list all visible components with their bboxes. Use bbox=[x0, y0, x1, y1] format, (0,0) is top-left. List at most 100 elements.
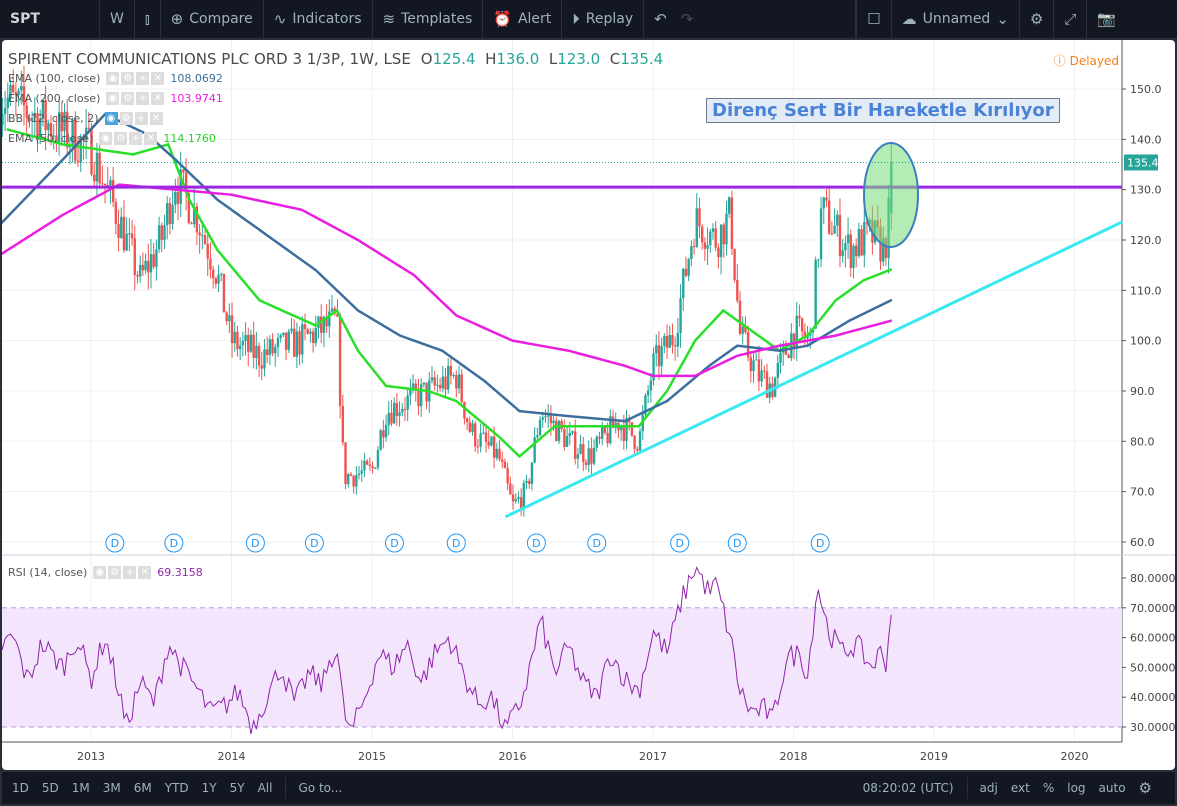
range-all[interactable]: All bbox=[257, 781, 273, 795]
candle-body bbox=[433, 377, 436, 386]
templates-button[interactable]: ≋ Templates bbox=[373, 0, 484, 38]
candle-body bbox=[509, 483, 512, 495]
annotation-text[interactable]: Direnç Sert Bir Hareketle Kırılıyor bbox=[706, 98, 1060, 123]
candle-body bbox=[111, 180, 115, 203]
alert-button[interactable]: ⏰ Alert bbox=[483, 0, 563, 38]
candle-body bbox=[6, 97, 9, 108]
compare-button[interactable]: ⊕ Compare bbox=[161, 0, 264, 38]
percent-toggle[interactable]: % bbox=[1042, 781, 1055, 795]
delayed-badge[interactable]: ⓘ Delayed bbox=[1053, 54, 1119, 68]
candle-body bbox=[517, 497, 520, 499]
indicator-buttons[interactable]: ◉ ⚙ + ✕ bbox=[104, 111, 163, 125]
candle-body bbox=[136, 274, 139, 277]
candle-body bbox=[211, 269, 215, 279]
candle-body bbox=[546, 415, 550, 417]
candle-body bbox=[538, 419, 542, 436]
range-ytd[interactable]: YTD bbox=[164, 781, 189, 795]
indicator-buttons[interactable]: ◉ ⚙ + ✕ bbox=[93, 566, 152, 579]
candle-body bbox=[576, 454, 580, 459]
price-tick-label: 100.0 bbox=[1130, 335, 1162, 348]
fullscreen-button[interactable]: ⤢ bbox=[1054, 0, 1088, 38]
candle-body bbox=[625, 418, 628, 441]
indicator-ema50[interactable]: EMA (50, close) ◉ ⚙ + ✕ 114.1760 bbox=[8, 131, 216, 145]
gear-icon[interactable]: ⚙ bbox=[1138, 779, 1152, 797]
indicators-button[interactable]: ∿ Indicators bbox=[264, 0, 373, 38]
candle-body bbox=[673, 345, 677, 347]
dividend-label: D bbox=[310, 537, 318, 550]
chart-canvas[interactable]: 150.0 140.0 130.0 120.0 110.0 100.0 90.0 80.0 70… bbox=[2, 40, 1175, 770]
indicator-ema100[interactable]: EMA (100, close) ◉ ⚙ + ✕ 108.0692 bbox=[8, 71, 223, 85]
adj-toggle[interactable]: adj bbox=[979, 781, 998, 795]
candle-body bbox=[220, 273, 223, 275]
price-tick-label: 60.0 bbox=[1130, 536, 1155, 549]
settings-button[interactable]: ⚙ bbox=[1020, 0, 1055, 38]
undo-icon[interactable]: ↶ bbox=[654, 10, 667, 28]
templates-icon: ≋ bbox=[382, 10, 396, 28]
candle-body bbox=[795, 315, 798, 349]
layout-name-button[interactable]: ☁ Unnamed ⌄ bbox=[892, 0, 1020, 38]
redo-icon[interactable]: ↷ bbox=[680, 10, 694, 28]
indicator-bb[interactable]: BB (12, close, 2) ◉ ⚙ + ✕ bbox=[8, 108, 663, 128]
candle-body bbox=[587, 448, 590, 465]
cloud-icon: ☁ bbox=[901, 10, 917, 28]
candle-body bbox=[355, 475, 358, 487]
candle-body bbox=[487, 441, 490, 446]
candle-body bbox=[395, 402, 399, 416]
price-tick-label: 140.0 bbox=[1130, 133, 1162, 146]
candle-body bbox=[287, 331, 290, 350]
auto-toggle[interactable]: auto bbox=[1098, 781, 1126, 795]
range-5y[interactable]: 5Y bbox=[229, 781, 245, 795]
candle-body bbox=[800, 318, 804, 332]
snapshot-button[interactable]: 📷 bbox=[1087, 0, 1126, 38]
candle-body bbox=[484, 432, 488, 442]
range-1y[interactable]: 1Y bbox=[201, 781, 217, 795]
chart-style-button[interactable]: ⫾ bbox=[135, 0, 161, 38]
indicator-buttons[interactable]: ◉ ⚙ + ✕ bbox=[106, 71, 165, 85]
indicator-buttons[interactable]: ◉ ⚙ + ✕ bbox=[99, 131, 158, 145]
candle-body bbox=[573, 431, 577, 459]
candle-body bbox=[730, 197, 734, 250]
range-3m[interactable]: 3M bbox=[102, 781, 121, 795]
candle-body bbox=[700, 226, 704, 243]
candle-body bbox=[306, 328, 309, 334]
candle-body bbox=[419, 384, 423, 407]
candle-body bbox=[338, 316, 342, 406]
candle-body bbox=[320, 316, 323, 333]
candle-body bbox=[452, 375, 455, 377]
candle-body bbox=[52, 135, 55, 137]
range-6m[interactable]: 6M bbox=[133, 781, 152, 795]
rsi-legend[interactable]: RSI (14, close) ◉ ⚙ + ✕ 69.3158 bbox=[8, 566, 203, 579]
ext-toggle[interactable]: ext bbox=[1010, 781, 1030, 795]
candle-body bbox=[301, 324, 304, 355]
dividend-label: D bbox=[170, 537, 178, 550]
indicator-buttons[interactable]: ◉ ⚙ + ✕ bbox=[106, 91, 165, 105]
chart-area[interactable]: 150.0 140.0 130.0 120.0 110.0 100.0 90.0 80.0 70… bbox=[2, 40, 1175, 770]
candle-body bbox=[787, 354, 790, 359]
candle-body bbox=[138, 264, 142, 277]
symbol-search[interactable]: SPT bbox=[0, 0, 100, 38]
dividend-marker bbox=[670, 533, 690, 553]
dividend-label: D bbox=[733, 537, 741, 550]
goto-button[interactable]: Go to... bbox=[298, 781, 343, 795]
candle-body bbox=[760, 370, 763, 382]
candle-body bbox=[792, 333, 796, 349]
range-5d[interactable]: 5D bbox=[41, 781, 59, 795]
candle-body bbox=[590, 448, 593, 464]
range-1d[interactable]: 1D bbox=[12, 781, 29, 795]
fullscreen-layout-button[interactable]: ☐ bbox=[856, 0, 892, 38]
interval-button[interactable]: W bbox=[100, 0, 135, 38]
indicator-ema200[interactable]: EMA (200, close) ◉ ⚙ + ✕ 103.9741 bbox=[8, 91, 223, 105]
log-toggle[interactable]: log bbox=[1067, 781, 1086, 795]
candle-body bbox=[252, 334, 255, 358]
candle-body bbox=[579, 444, 582, 455]
candle-body bbox=[755, 359, 758, 361]
candle-body bbox=[20, 85, 23, 91]
divider bbox=[285, 777, 287, 799]
range-1m[interactable]: 1M bbox=[71, 781, 90, 795]
replay-button[interactable]: ⏵ Replay bbox=[562, 0, 645, 38]
candle-body bbox=[382, 430, 385, 438]
candle-body bbox=[60, 112, 64, 132]
candle-body bbox=[765, 371, 769, 398]
candle-body bbox=[241, 341, 245, 346]
candle-body bbox=[660, 346, 663, 367]
